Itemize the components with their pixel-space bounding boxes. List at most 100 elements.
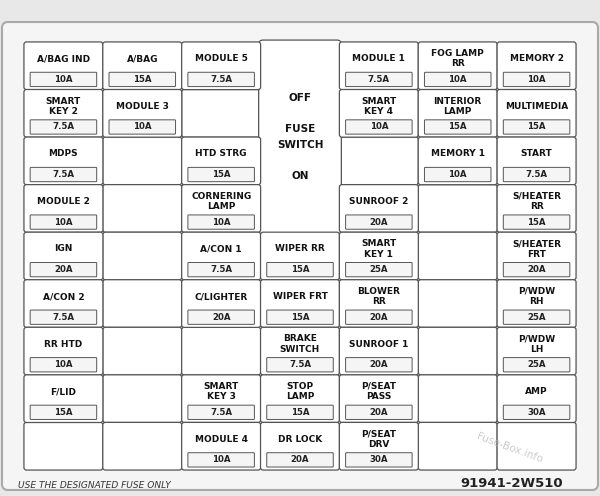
FancyBboxPatch shape bbox=[24, 280, 103, 327]
FancyBboxPatch shape bbox=[103, 137, 182, 185]
FancyBboxPatch shape bbox=[340, 185, 418, 232]
FancyBboxPatch shape bbox=[103, 42, 182, 90]
Text: 20A: 20A bbox=[54, 265, 73, 274]
FancyBboxPatch shape bbox=[340, 42, 418, 90]
FancyBboxPatch shape bbox=[346, 262, 412, 277]
FancyBboxPatch shape bbox=[497, 232, 576, 280]
FancyBboxPatch shape bbox=[424, 72, 491, 87]
Text: 10A: 10A bbox=[212, 218, 230, 227]
Text: 7.5A: 7.5A bbox=[52, 312, 74, 322]
FancyBboxPatch shape bbox=[503, 405, 570, 420]
Text: SMART
KEY 4: SMART KEY 4 bbox=[361, 97, 397, 116]
Text: 10A: 10A bbox=[370, 123, 388, 131]
Text: INTERIOR
LAMP: INTERIOR LAMP bbox=[434, 97, 482, 116]
Text: SUNROOF 1: SUNROOF 1 bbox=[349, 340, 409, 349]
FancyBboxPatch shape bbox=[418, 137, 497, 185]
Text: AMP: AMP bbox=[525, 387, 548, 396]
Text: 7.5A: 7.5A bbox=[289, 360, 311, 369]
FancyBboxPatch shape bbox=[30, 167, 97, 182]
Text: MODULE 1: MODULE 1 bbox=[352, 54, 405, 63]
FancyBboxPatch shape bbox=[182, 42, 260, 90]
Text: F/LID: F/LID bbox=[50, 387, 76, 396]
FancyBboxPatch shape bbox=[260, 375, 340, 423]
FancyBboxPatch shape bbox=[346, 72, 412, 87]
FancyBboxPatch shape bbox=[346, 120, 412, 134]
Text: 20A: 20A bbox=[527, 265, 546, 274]
FancyBboxPatch shape bbox=[24, 185, 103, 232]
FancyBboxPatch shape bbox=[497, 327, 576, 375]
FancyBboxPatch shape bbox=[260, 232, 340, 280]
Text: SMART
KEY 1: SMART KEY 1 bbox=[361, 239, 397, 259]
Text: HTD STRG: HTD STRG bbox=[196, 149, 247, 158]
Text: STOP
LAMP: STOP LAMP bbox=[286, 382, 314, 401]
Text: 7.5A: 7.5A bbox=[52, 123, 74, 131]
Text: 15A: 15A bbox=[291, 408, 309, 417]
FancyBboxPatch shape bbox=[346, 453, 412, 467]
FancyBboxPatch shape bbox=[340, 89, 418, 137]
FancyBboxPatch shape bbox=[260, 327, 340, 375]
FancyBboxPatch shape bbox=[497, 423, 576, 470]
Text: 10A: 10A bbox=[527, 75, 546, 84]
FancyBboxPatch shape bbox=[103, 89, 182, 137]
FancyBboxPatch shape bbox=[503, 310, 570, 324]
FancyBboxPatch shape bbox=[30, 405, 97, 420]
FancyBboxPatch shape bbox=[109, 72, 176, 87]
FancyBboxPatch shape bbox=[418, 185, 497, 232]
FancyBboxPatch shape bbox=[418, 232, 497, 280]
Text: 15A: 15A bbox=[54, 408, 73, 417]
Text: 15A: 15A bbox=[527, 218, 546, 227]
FancyBboxPatch shape bbox=[30, 358, 97, 372]
FancyBboxPatch shape bbox=[503, 72, 570, 87]
FancyBboxPatch shape bbox=[497, 375, 576, 423]
Text: A/CON 2: A/CON 2 bbox=[43, 292, 84, 301]
FancyBboxPatch shape bbox=[30, 262, 97, 277]
Text: MODULE 2: MODULE 2 bbox=[37, 197, 90, 206]
Text: S/HEATER
RR: S/HEATER RR bbox=[512, 192, 561, 211]
Text: DR LOCK: DR LOCK bbox=[278, 434, 322, 444]
FancyBboxPatch shape bbox=[503, 358, 570, 372]
FancyBboxPatch shape bbox=[267, 453, 333, 467]
Text: 25A: 25A bbox=[527, 312, 546, 322]
Text: 15A: 15A bbox=[527, 123, 546, 131]
FancyBboxPatch shape bbox=[30, 310, 97, 324]
FancyBboxPatch shape bbox=[418, 375, 497, 423]
FancyBboxPatch shape bbox=[503, 215, 570, 229]
FancyBboxPatch shape bbox=[103, 375, 182, 423]
FancyBboxPatch shape bbox=[24, 423, 103, 470]
FancyBboxPatch shape bbox=[340, 423, 418, 470]
FancyBboxPatch shape bbox=[503, 262, 570, 277]
Text: 10A: 10A bbox=[448, 75, 467, 84]
FancyBboxPatch shape bbox=[418, 280, 497, 327]
FancyBboxPatch shape bbox=[497, 89, 576, 137]
Text: 7.5A: 7.5A bbox=[368, 75, 390, 84]
Text: 25A: 25A bbox=[370, 265, 388, 274]
FancyBboxPatch shape bbox=[418, 89, 497, 137]
Text: MODULE 4: MODULE 4 bbox=[194, 434, 248, 444]
FancyBboxPatch shape bbox=[182, 327, 260, 375]
FancyBboxPatch shape bbox=[267, 310, 333, 324]
FancyBboxPatch shape bbox=[30, 215, 97, 229]
Text: MEMORY 2: MEMORY 2 bbox=[509, 54, 563, 63]
FancyBboxPatch shape bbox=[188, 167, 254, 182]
FancyBboxPatch shape bbox=[188, 310, 254, 324]
Text: OFF

FUSE
SWITCH

ON: OFF FUSE SWITCH ON bbox=[277, 93, 323, 181]
Text: SMART
KEY 3: SMART KEY 3 bbox=[203, 382, 239, 401]
FancyBboxPatch shape bbox=[24, 327, 103, 375]
Text: CORNERING
LAMP: CORNERING LAMP bbox=[191, 192, 251, 211]
FancyBboxPatch shape bbox=[182, 280, 260, 327]
FancyBboxPatch shape bbox=[267, 358, 333, 372]
Text: WIPER RR: WIPER RR bbox=[275, 245, 325, 253]
Text: MODULE 5: MODULE 5 bbox=[195, 54, 248, 63]
Text: 7.5A: 7.5A bbox=[210, 408, 232, 417]
FancyBboxPatch shape bbox=[260, 423, 340, 470]
Text: 10A: 10A bbox=[54, 75, 73, 84]
Text: 20A: 20A bbox=[291, 455, 309, 464]
FancyBboxPatch shape bbox=[103, 423, 182, 470]
FancyBboxPatch shape bbox=[188, 72, 254, 87]
FancyBboxPatch shape bbox=[340, 280, 418, 327]
Text: 7.5A: 7.5A bbox=[210, 265, 232, 274]
Text: 15A: 15A bbox=[133, 75, 152, 84]
FancyBboxPatch shape bbox=[182, 185, 260, 232]
FancyBboxPatch shape bbox=[182, 89, 260, 137]
FancyBboxPatch shape bbox=[267, 405, 333, 420]
